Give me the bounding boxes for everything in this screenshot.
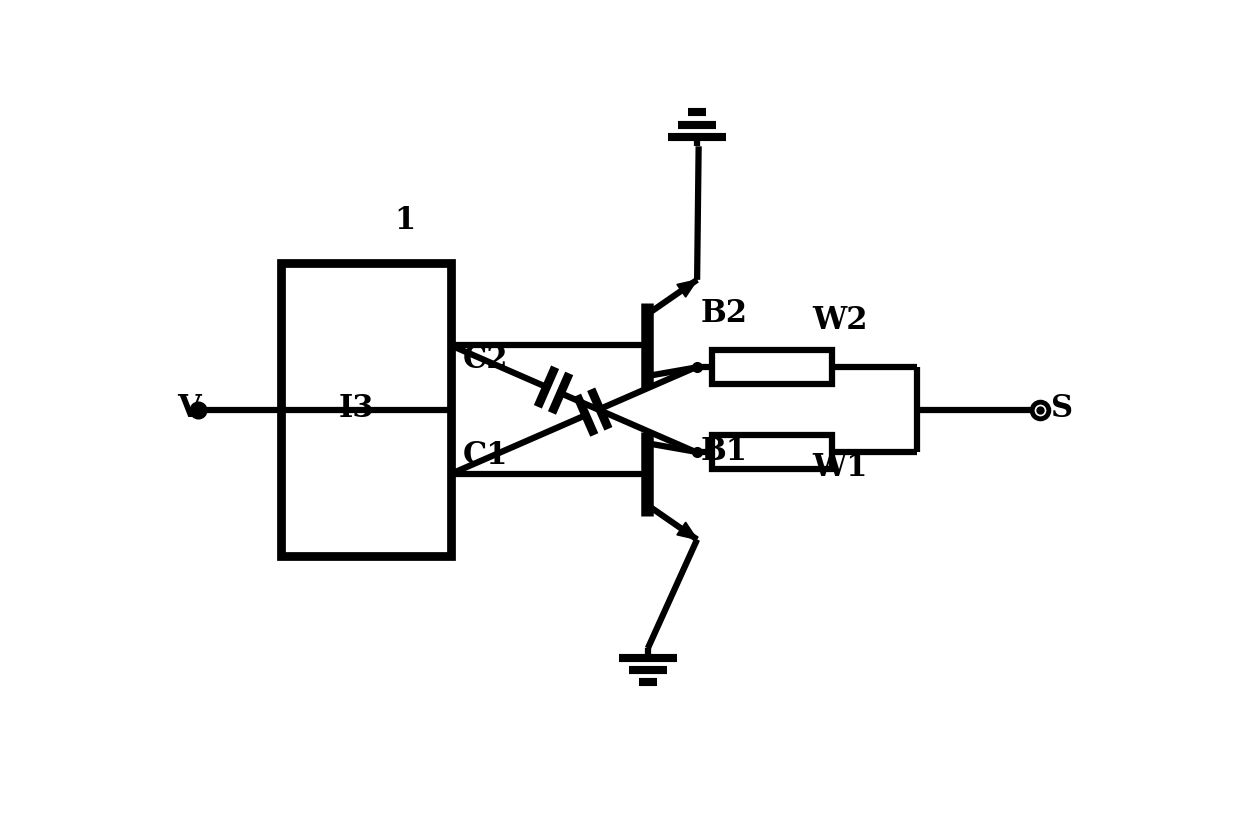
Text: I3: I3 (339, 393, 374, 424)
Bar (281, 263, 450, 556)
Text: 1: 1 (394, 205, 415, 236)
Text: C1: C1 (463, 440, 508, 471)
Bar (713, 435, 832, 469)
Polygon shape (677, 280, 697, 297)
Bar (713, 350, 832, 384)
Text: S: S (1052, 393, 1074, 424)
Text: W2: W2 (812, 306, 867, 337)
Text: B2: B2 (701, 298, 748, 329)
Text: V: V (177, 393, 201, 424)
Text: C2: C2 (463, 344, 508, 375)
Polygon shape (677, 522, 697, 540)
Text: B1: B1 (701, 437, 748, 468)
Text: W1: W1 (812, 452, 867, 483)
